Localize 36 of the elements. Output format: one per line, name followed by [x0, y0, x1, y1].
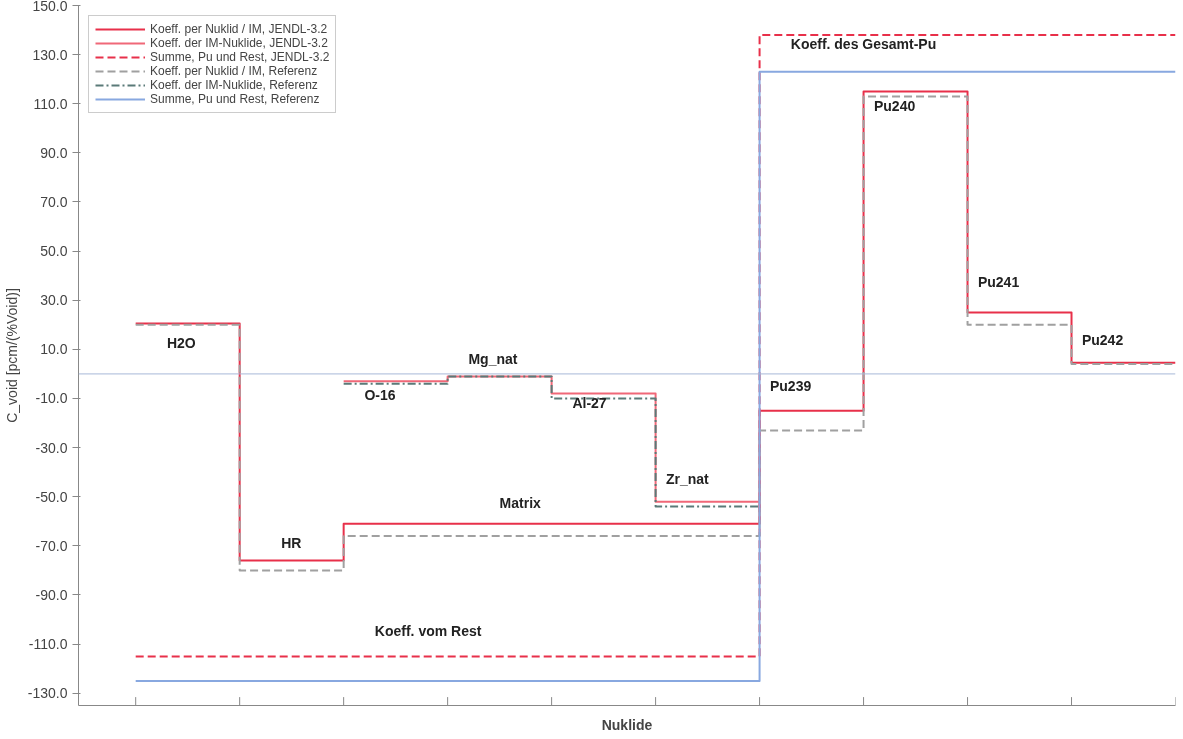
- y-tick-label: -10.0: [35, 390, 68, 407]
- y-tick-label: 90.0: [40, 144, 68, 161]
- y-tick-label: 130.0: [32, 46, 68, 63]
- legend-label: Koeff. per Nuklid / IM, JENDL-3.2: [150, 22, 328, 36]
- annotation: Koeff. vom Rest: [374, 623, 482, 640]
- annotation: Matrix: [499, 495, 542, 512]
- annotation: Koeff. des Gesamt-Pu: [790, 36, 937, 53]
- annotation: Pu239: [769, 377, 812, 394]
- annotation: O-16: [364, 387, 396, 404]
- annotation: Pu241: [977, 274, 1020, 291]
- y-axis-title: C_void [pcm/(%Void)]: [3, 288, 20, 423]
- y-tick-label: -50.0: [35, 488, 68, 505]
- x-axis-title: Nuklide: [601, 716, 653, 733]
- y-tick-label: -70.0: [35, 537, 68, 554]
- legend-label: Koeff. der IM-Nuklide, Referenz: [150, 78, 318, 92]
- y-tick-label: 30.0: [40, 292, 68, 309]
- y-tick-label: 50.0: [40, 243, 68, 260]
- y-tick-label: 110.0: [33, 95, 68, 112]
- annotation: Mg_nat: [468, 350, 518, 367]
- annotation: Zr_nat: [665, 470, 710, 487]
- y-tick-label: 150.0: [32, 0, 68, 14]
- annotation: Pu240: [873, 97, 916, 114]
- annotation: H2O: [166, 334, 196, 351]
- annotation: HR: [281, 534, 302, 551]
- y-tick-label: 10.0: [40, 341, 68, 358]
- legend-label: Koeff. per Nuklid / IM, Referenz: [150, 64, 318, 78]
- y-tick-label: -130.0: [27, 685, 68, 702]
- y-tick-label: -110.0: [28, 636, 68, 653]
- annotation: Pu242: [1081, 332, 1124, 349]
- y-tick-label: 70.0: [40, 193, 68, 210]
- legend-label: Koeff. der IM-Nuklide, JENDL-3.2: [150, 36, 328, 50]
- legend-label: Summe, Pu und Rest, JENDL-3.2: [150, 50, 330, 64]
- annotation: Al-27: [572, 394, 607, 411]
- y-tick-label: -90.0: [35, 586, 68, 603]
- legend-label: Summe, Pu und Rest, Referenz: [150, 92, 320, 106]
- y-tick-label: -30.0: [35, 439, 68, 456]
